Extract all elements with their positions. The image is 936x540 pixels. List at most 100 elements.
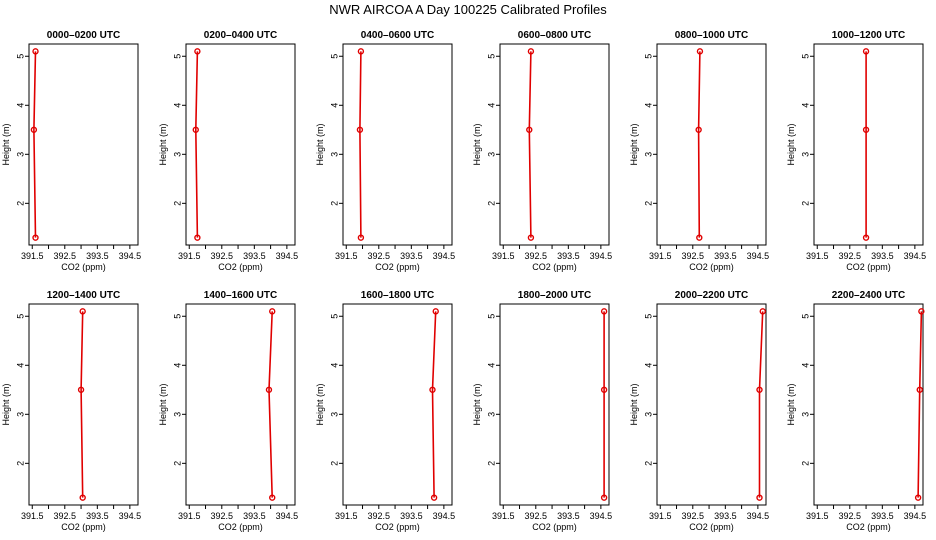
x-axis-label: CO2 (ppm) bbox=[218, 522, 263, 532]
y-tick-label: 2 bbox=[329, 201, 339, 206]
data-point bbox=[759, 308, 766, 315]
x-tick-label: 393.5 bbox=[400, 511, 423, 521]
profile-line bbox=[431, 311, 437, 498]
y-axis-label: Height (m) bbox=[472, 383, 482, 425]
y-tick-label: 3 bbox=[486, 152, 496, 157]
plot-frame bbox=[342, 303, 453, 506]
y-tick-label: 3 bbox=[643, 412, 653, 417]
y-tick-label: 5 bbox=[643, 314, 653, 319]
y-tick-label: 2 bbox=[486, 461, 496, 466]
x-tick-label: 393.5 bbox=[86, 511, 109, 521]
y-axis-label: Height (m) bbox=[158, 383, 168, 425]
y-tick-label: 3 bbox=[15, 412, 25, 417]
y-tick-label: 5 bbox=[486, 54, 496, 59]
x-tick-label: 394.5 bbox=[590, 251, 613, 261]
data-point bbox=[600, 494, 608, 501]
plot-frame bbox=[28, 43, 139, 246]
data-point bbox=[432, 308, 439, 315]
profile-line bbox=[528, 51, 532, 238]
y-tick-label: 3 bbox=[329, 152, 339, 157]
data-point bbox=[695, 126, 702, 133]
x-tick-label: 393.5 bbox=[557, 251, 580, 261]
x-tick-label: 391.5 bbox=[335, 511, 358, 521]
y-tick-label: 4 bbox=[486, 363, 496, 368]
y-tick-label: 3 bbox=[172, 412, 182, 417]
x-axis-label: CO2 (ppm) bbox=[846, 262, 891, 272]
y-tick-label: 2 bbox=[800, 201, 810, 206]
data-point bbox=[600, 386, 608, 393]
x-tick-label: 393.5 bbox=[243, 251, 266, 261]
x-axis-label: CO2 (ppm) bbox=[375, 522, 420, 532]
x-tick-label: 393.5 bbox=[243, 511, 266, 521]
x-tick-label: 393.5 bbox=[714, 511, 737, 521]
x-tick-label: 392.5 bbox=[525, 251, 548, 261]
x-axis-label: CO2 (ppm) bbox=[689, 522, 734, 532]
y-tick-label: 4 bbox=[329, 363, 339, 368]
x-tick-label: 394.5 bbox=[276, 251, 299, 261]
y-axis-label: Height (m) bbox=[786, 383, 796, 425]
y-axis-label: Height (m) bbox=[472, 123, 482, 165]
panel-title: 0800–1000 UTC bbox=[675, 30, 748, 41]
y-tick-label: 5 bbox=[172, 314, 182, 319]
data-point bbox=[79, 308, 86, 315]
data-point bbox=[696, 234, 703, 241]
x-tick-label: 391.5 bbox=[21, 251, 44, 261]
plot-frame bbox=[185, 43, 296, 246]
data-point bbox=[918, 308, 925, 315]
x-tick-label: 393.5 bbox=[714, 251, 737, 261]
x-tick-label: 393.5 bbox=[871, 251, 894, 261]
y-axis-label: Height (m) bbox=[1, 383, 11, 425]
panel-title: 2200–2400 UTC bbox=[832, 290, 905, 301]
data-point bbox=[527, 48, 535, 55]
profile-panel: 2200–2400 UTC 391.5 392.5 393.5 394.5 CO2 (pp… bbox=[786, 290, 926, 532]
y-tick-label: 5 bbox=[15, 314, 25, 319]
y-tick-label: 5 bbox=[486, 314, 496, 319]
y-tick-label: 4 bbox=[15, 103, 25, 108]
x-tick-label: 391.5 bbox=[492, 251, 515, 261]
y-tick-label: 2 bbox=[643, 201, 653, 206]
y-axis-label: Height (m) bbox=[158, 123, 168, 165]
data-point bbox=[862, 126, 870, 133]
y-tick-label: 4 bbox=[643, 103, 653, 108]
panel-title: 1000–1200 UTC bbox=[832, 30, 905, 41]
y-tick-label: 5 bbox=[800, 54, 810, 59]
y-axis-label: Height (m) bbox=[629, 383, 639, 425]
y-tick-label: 3 bbox=[800, 412, 810, 417]
profile-panel: 1600–1800 UTC 391.5 392.5 393.5 394.5 CO2 (pp… bbox=[315, 290, 455, 532]
data-point bbox=[526, 126, 533, 133]
data-point bbox=[32, 48, 39, 55]
y-axis-label: Height (m) bbox=[629, 123, 639, 165]
x-tick-label: 394.5 bbox=[904, 511, 927, 521]
plot-frame bbox=[499, 43, 610, 246]
x-axis-label: CO2 (ppm) bbox=[61, 262, 106, 272]
plot-frame bbox=[656, 303, 767, 506]
x-axis-label: CO2 (ppm) bbox=[689, 262, 734, 272]
data-point bbox=[862, 234, 870, 241]
data-point bbox=[79, 494, 86, 501]
panel-title: 0200–0400 UTC bbox=[204, 30, 277, 41]
plot-frame bbox=[813, 43, 924, 246]
x-tick-label: 391.5 bbox=[649, 511, 672, 521]
x-tick-label: 394.5 bbox=[747, 251, 770, 261]
data-point bbox=[269, 308, 276, 315]
x-tick-label: 392.5 bbox=[682, 251, 705, 261]
plot-frame bbox=[656, 43, 767, 246]
x-tick-label: 393.5 bbox=[86, 251, 109, 261]
y-tick-label: 5 bbox=[329, 54, 339, 59]
x-tick-label: 394.5 bbox=[747, 511, 770, 521]
panel-title: 1200–1400 UTC bbox=[47, 290, 120, 301]
x-tick-label: 391.5 bbox=[492, 511, 515, 521]
profile-panel: 0600–0800 UTC 391.5 392.5 393.5 394.5 CO2 (pp… bbox=[472, 30, 612, 272]
profile-panel: 0800–1000 UTC 391.5 392.5 393.5 394.5 CO2 (pp… bbox=[629, 30, 769, 272]
profile-line bbox=[194, 51, 199, 238]
y-tick-label: 4 bbox=[15, 363, 25, 368]
plot-frame bbox=[342, 43, 453, 246]
data-point bbox=[756, 386, 763, 393]
x-axis-label: CO2 (ppm) bbox=[218, 262, 263, 272]
y-axis-label: Height (m) bbox=[315, 383, 325, 425]
x-tick-label: 394.5 bbox=[590, 511, 613, 521]
data-point bbox=[265, 386, 273, 393]
profile-line bbox=[697, 51, 701, 238]
x-tick-label: 393.5 bbox=[871, 511, 894, 521]
